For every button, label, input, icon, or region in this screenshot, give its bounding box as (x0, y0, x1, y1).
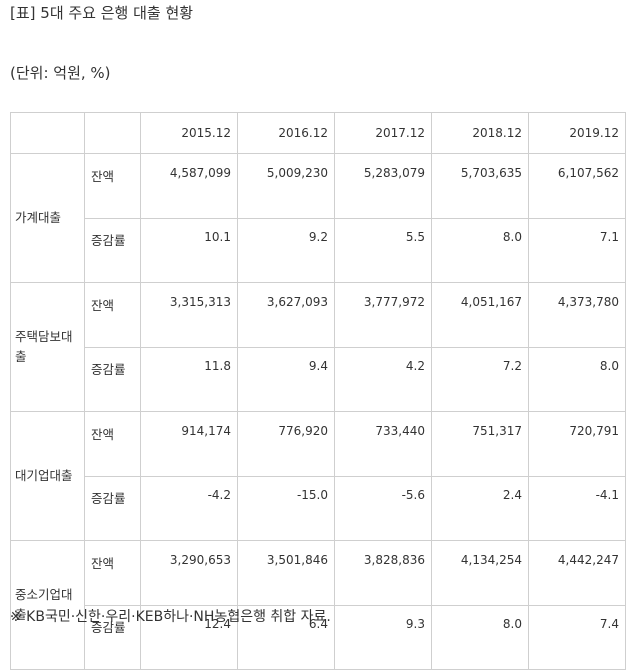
growth-value: 8.0 (431, 605, 529, 670)
balance-value: 5,283,079 (334, 153, 432, 219)
balance-value: 4,587,099 (140, 153, 238, 219)
growth-value: 2.4 (431, 476, 529, 541)
growth-value: -4.1 (528, 476, 626, 541)
growth-value: 9.4 (237, 347, 335, 412)
table-row: 중소기업대출 잔액 3,290,653 3,501,846 3,828,836 … (10, 540, 626, 670)
growth-value: 8.0 (431, 218, 529, 283)
metric-label: 증감률 (84, 476, 141, 541)
table-row: 주택담보대출 잔액 3,315,313 3,627,093 3,777,972 … (10, 282, 626, 412)
loan-table: 2015.12 2016.12 2017.12 2018.12 2019.12 … (10, 112, 626, 670)
growth-value: 9.2 (237, 218, 335, 283)
growth-value: 4.2 (334, 347, 432, 412)
category-cell: 대기업대출 (10, 411, 85, 541)
growth-value: -4.2 (140, 476, 238, 541)
header-year: 2016.12 (237, 112, 335, 154)
header-row: 2015.12 2016.12 2017.12 2018.12 2019.12 (10, 112, 626, 154)
balance-value: 5,009,230 (237, 153, 335, 219)
balance-value: 3,627,093 (237, 282, 335, 348)
header-year: 2018.12 (431, 112, 529, 154)
balance-value: 4,051,167 (431, 282, 529, 348)
unit-note: (단위: 억원, %) (10, 64, 111, 82)
growth-value: 8.0 (528, 347, 626, 412)
balance-value: 776,920 (237, 411, 335, 477)
category-cell: 중소기업대출 (10, 540, 85, 670)
metric-label: 잔액 (84, 540, 141, 606)
balance-value: 5,703,635 (431, 153, 529, 219)
growth-value: 11.8 (140, 347, 238, 412)
source-note: ※ KB국민·신한·우리·KEB하나·NH농협은행 취합 자료. (10, 609, 331, 625)
metric-label: 잔액 (84, 153, 141, 219)
balance-value: 751,317 (431, 411, 529, 477)
category-cell: 주택담보대출 (10, 282, 85, 412)
metric-label: 증감률 (84, 218, 141, 283)
growth-value: 7.2 (431, 347, 529, 412)
balance-value: 6,107,562 (528, 153, 626, 219)
table-row: 대기업대출 잔액 914,174 776,920 733,440 751,317… (10, 411, 626, 541)
growth-value: -15.0 (237, 476, 335, 541)
header-year: 2015.12 (140, 112, 238, 154)
growth-value: 5.5 (334, 218, 432, 283)
metric-label: 잔액 (84, 411, 141, 477)
balance-value: 4,373,780 (528, 282, 626, 348)
header-blank-metric (84, 112, 141, 154)
table-row: 증감률 11.8 9.4 4.2 7.2 8.0 (11, 347, 626, 412)
growth-value: 10.1 (140, 218, 238, 283)
table-row: 가계대출 잔액 4,587,099 5,009,230 5,283,079 5,… (10, 153, 626, 283)
balance-value: 3,501,846 (237, 540, 335, 606)
header-blank-category (10, 112, 85, 154)
metric-label: 증감률 (84, 347, 141, 412)
growth-value: -5.6 (334, 476, 432, 541)
balance-value: 3,828,836 (334, 540, 432, 606)
table-title: [표] 5대 주요 은행 대출 현황 (10, 4, 194, 22)
table-row: 증감률 10.1 9.2 5.5 8.0 7.1 (11, 218, 626, 283)
balance-value: 914,174 (140, 411, 238, 477)
growth-value: 7.4 (528, 605, 626, 670)
growth-value: 9.3 (334, 605, 432, 670)
balance-value: 4,134,254 (431, 540, 529, 606)
growth-value: 7.1 (528, 218, 626, 283)
balance-value: 4,442,247 (528, 540, 626, 606)
header-year: 2019.12 (528, 112, 626, 154)
balance-value: 3,777,972 (334, 282, 432, 348)
category-cell: 가계대출 (10, 153, 85, 283)
header-year: 2017.12 (334, 112, 432, 154)
balance-value: 3,315,313 (140, 282, 238, 348)
balance-value: 3,290,653 (140, 540, 238, 606)
balance-value: 720,791 (528, 411, 626, 477)
metric-label: 잔액 (84, 282, 141, 348)
table-row: 증감률 -4.2 -15.0 -5.6 2.4 -4.1 (11, 476, 626, 541)
balance-value: 733,440 (334, 411, 432, 477)
